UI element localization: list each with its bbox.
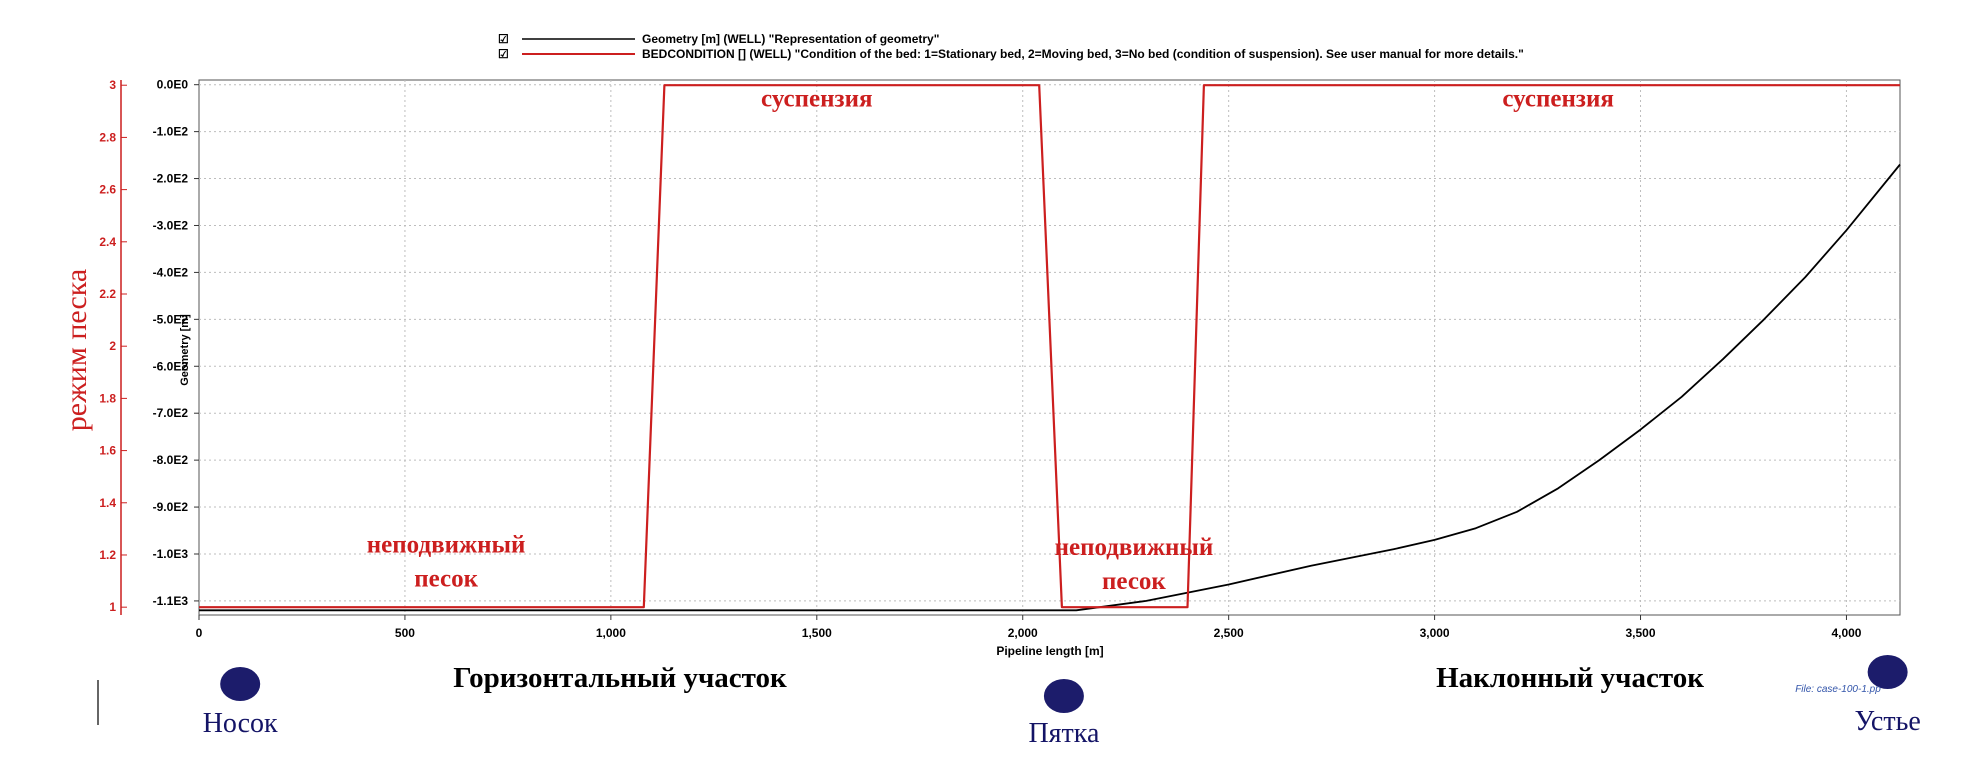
geometry-tick-label: -1.1E3 bbox=[153, 594, 189, 608]
plot-area bbox=[198, 79, 1901, 616]
file-note: File: case-100-1.pp bbox=[1795, 684, 1881, 695]
legend-checkbox-bedcondition[interactable]: ☑ bbox=[498, 47, 509, 61]
geometry-tick-label: 0.0E0 bbox=[157, 78, 189, 92]
x-tick-label: 2,500 bbox=[1214, 626, 1244, 640]
geometry-tick-label: -1.0E3 bbox=[153, 547, 189, 561]
left-tick-label: 2 bbox=[109, 339, 116, 353]
annotations: суспензия суспензия неподвижный песок неподв… bbox=[367, 85, 1614, 595]
left-tick-label: 1.2 bbox=[99, 548, 116, 562]
left-axis: 1 1.2 1.4 1.6 1.8 2 2.2 2.4 2.6 2.8 3 bbox=[99, 78, 127, 615]
left-tick-label: 1.6 bbox=[99, 444, 116, 458]
x-tick-label: 4,000 bbox=[1831, 626, 1861, 640]
well-marker-label: Пятка bbox=[1028, 718, 1100, 749]
left-tick-label: 1 bbox=[109, 600, 116, 614]
section-inclined-label: Наклонный участок bbox=[1436, 662, 1704, 694]
bedcondition-series-line bbox=[199, 84, 1900, 609]
geometry-tick-label: -2.0E2 bbox=[153, 172, 189, 186]
annotation-label: неподвижный bbox=[1055, 534, 1214, 561]
x-tick-label: 1,500 bbox=[802, 626, 832, 640]
x-axis-title: Pipeline length [m] bbox=[996, 644, 1103, 658]
well-marker-dot bbox=[220, 667, 261, 701]
section-horizontal-label: Горизонтальный участок bbox=[453, 662, 787, 694]
annotation-label: суспензия bbox=[761, 85, 872, 112]
left-tick-label: 2.8 bbox=[99, 130, 116, 144]
well-marker-dot bbox=[1043, 679, 1084, 713]
geometry-tick-label: -3.0E2 bbox=[153, 218, 189, 232]
geometry-series-line bbox=[199, 163, 1901, 612]
x-tick-label: 0 bbox=[196, 626, 203, 640]
legend-entry-geometry: Geometry [m] (WELL) "Representation of g… bbox=[642, 32, 939, 46]
geometry-tick-label: -8.0E2 bbox=[153, 453, 189, 467]
geometry-axis-title: Geometry [m] bbox=[179, 314, 191, 386]
well-marker-dot bbox=[1867, 655, 1908, 689]
left-tick-label: 2.4 bbox=[99, 235, 116, 249]
x-tick-label: 2,000 bbox=[1008, 626, 1038, 640]
well-markers: Носок Пятка Устье bbox=[203, 655, 1921, 749]
grid-lines bbox=[199, 80, 1900, 615]
x-tick-label: 3,000 bbox=[1420, 626, 1450, 640]
legend-checkbox-geometry[interactable]: ☑ bbox=[498, 32, 509, 46]
annotation-label: песок bbox=[414, 565, 478, 592]
x-tick-label: 3,500 bbox=[1626, 626, 1656, 640]
geometry-tick-label: -9.0E2 bbox=[153, 500, 189, 514]
geometry-tick-label: -4.0E2 bbox=[153, 265, 189, 279]
annotation-label: суспензия bbox=[1502, 85, 1613, 112]
left-axis-title: режим песка bbox=[60, 269, 93, 431]
legend-entry-bedcondition: BEDCONDITION [] (WELL) "Condition of the… bbox=[642, 47, 1524, 61]
geometry-axis: 0.0E0 -1.0E2 -2.0E2 -3.0E2 -4.0E2 -5.0E2 -6.0E… bbox=[153, 78, 199, 608]
geometry-tick-label: -6.0E2 bbox=[153, 359, 189, 373]
annotation-label: неподвижный bbox=[367, 532, 526, 559]
geometry-tick-label: -1.0E2 bbox=[153, 125, 189, 139]
well-marker-label: Устье bbox=[1854, 706, 1920, 737]
well-marker-label: Носок bbox=[203, 708, 278, 739]
x-axis: 0 500 1,000 1,500 2,000 2,500 3,000 3,500 4,000 bbox=[196, 615, 1862, 640]
left-tick-label: 1.4 bbox=[99, 496, 116, 510]
left-tick-label: 2.6 bbox=[99, 183, 116, 197]
left-tick-label: 1.8 bbox=[99, 391, 116, 405]
x-tick-label: 1,000 bbox=[596, 626, 626, 640]
left-tick-label: 3 bbox=[109, 78, 116, 92]
geometry-tick-label: -5.0E2 bbox=[153, 312, 189, 326]
series-lines bbox=[199, 84, 1901, 612]
left-tick-label: 2.2 bbox=[99, 287, 116, 301]
annotation-label: песок bbox=[1102, 568, 1166, 595]
x-tick-label: 500 bbox=[395, 626, 415, 640]
geometry-tick-label: -7.0E2 bbox=[153, 406, 189, 420]
legend: ☑ Geometry [m] (WELL) "Representation of… bbox=[498, 32, 1524, 61]
